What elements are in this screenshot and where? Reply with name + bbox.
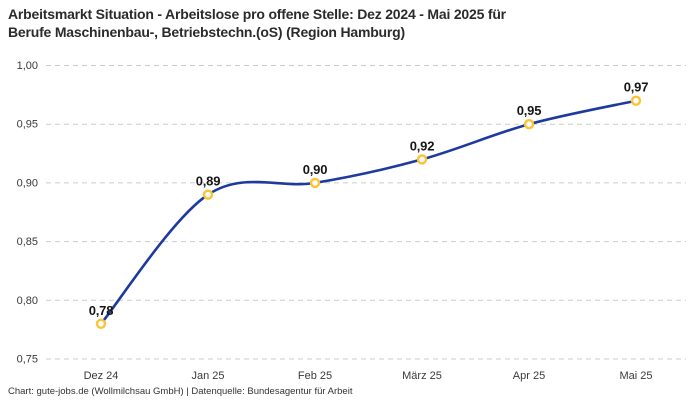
- data-point-label: 0,78: [89, 303, 114, 318]
- data-point-label: 0,90: [303, 162, 328, 177]
- chart-footer: Chart: gute-jobs.de (Wollmilchsau GmbH) …: [8, 386, 353, 397]
- y-tick-label: 0,90: [17, 177, 38, 189]
- data-point-marker: [309, 177, 321, 189]
- y-tick-label: 0,75: [17, 354, 38, 366]
- chart-title-line2: Berufe Maschinenbau-, Betriebstechn.(oS)…: [8, 24, 405, 40]
- data-point-label: 0,97: [624, 80, 649, 95]
- data-point-marker: [95, 318, 107, 329]
- chart-title-line1: Arbeitsmarkt Situation - Arbeitslose pro…: [8, 6, 506, 22]
- y-tick-label: 0,80: [17, 295, 38, 307]
- x-tick-label: Feb 25: [298, 370, 332, 382]
- data-point-label: 0,89: [196, 174, 221, 189]
- y-tick-label: 1,00: [17, 60, 38, 72]
- data-point-label: 0,95: [517, 103, 542, 118]
- data-point-marker: [523, 118, 535, 130]
- y-tick-label: 0,95: [17, 119, 38, 131]
- data-point-label: 0,92: [410, 138, 435, 153]
- chart-title: Arbeitsmarkt Situation - Arbeitslose pro…: [8, 5, 696, 41]
- x-tick-label: März 25: [402, 370, 442, 382]
- x-tick-label: Mai 25: [619, 370, 652, 382]
- data-point-marker: [416, 154, 428, 165]
- data-point-marker: [202, 189, 214, 200]
- y-tick-label: 0,85: [17, 236, 38, 248]
- x-tick-label: Apr 25: [513, 370, 545, 382]
- x-tick-label: Dez 24: [84, 370, 119, 382]
- data-line: [99, 99, 638, 326]
- data-point-marker: [630, 95, 642, 106]
- x-tick-label: Jan 25: [191, 370, 224, 382]
